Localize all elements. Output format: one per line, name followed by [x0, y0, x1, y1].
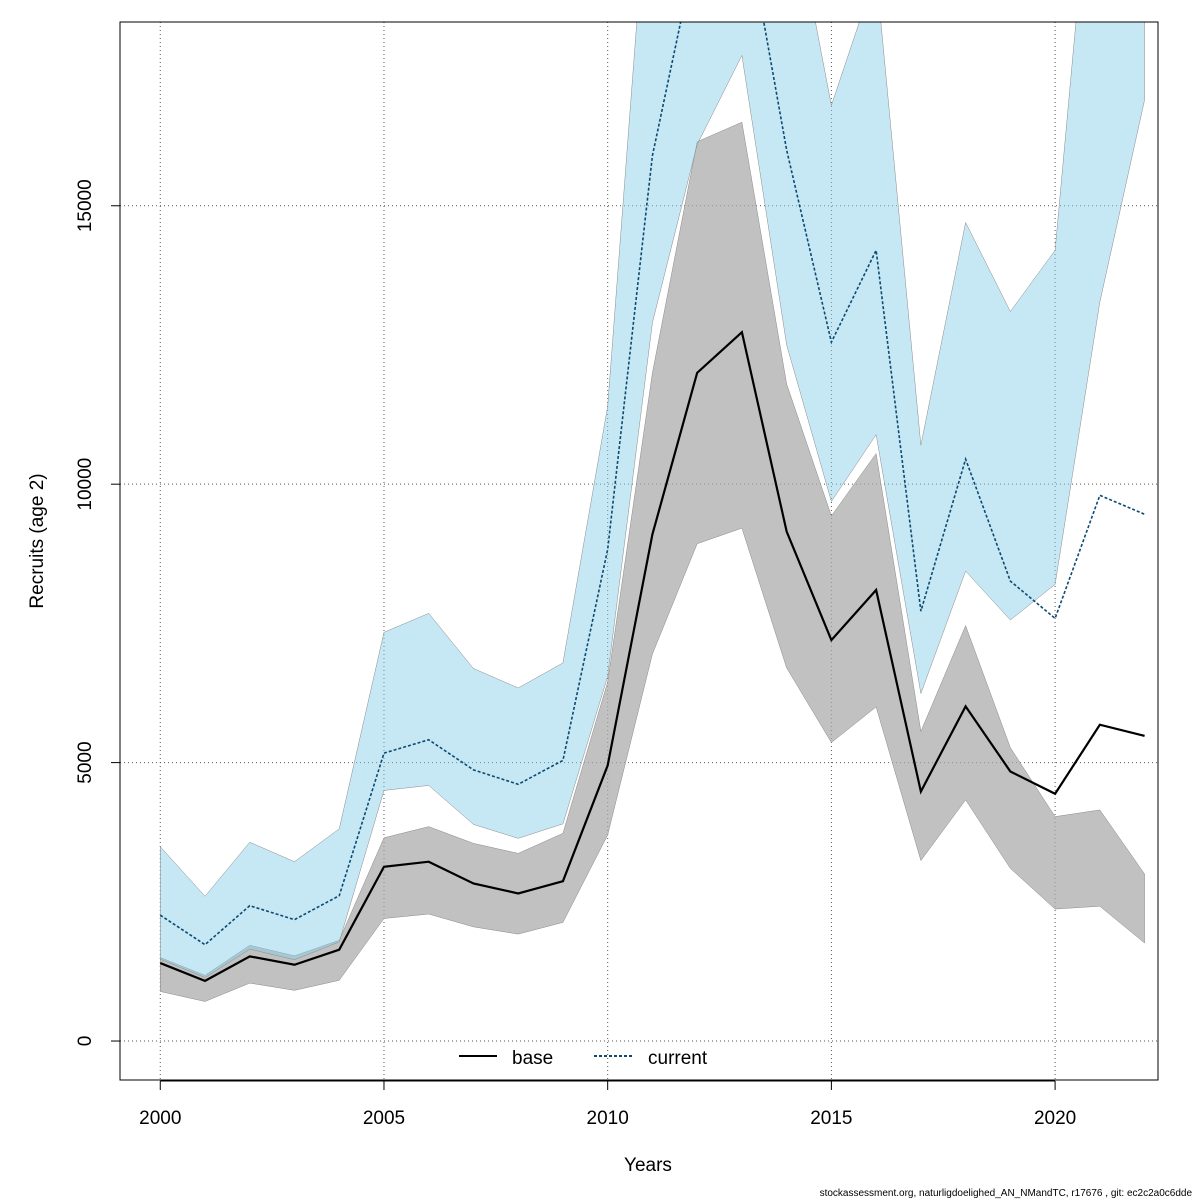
series-lines: [159, 22, 1145, 983]
x-tick-label: 2005: [363, 1108, 405, 1129]
legend: base current: [459, 1048, 708, 1069]
band-current: [160, 22, 1145, 978]
confidence-bands: [160, 22, 1145, 1002]
x-tick-label: 2020: [1034, 1108, 1076, 1129]
x-tick-label: 2015: [810, 1108, 852, 1129]
y-tick-label: 5000: [75, 741, 96, 783]
line-current: [159, 22, 1145, 946]
line-base: [159, 330, 1145, 983]
y-tick-label: 0: [75, 1036, 96, 1047]
x-tick-label: 2000: [139, 1108, 181, 1129]
x-tick-label: 2010: [587, 1108, 629, 1129]
y-tick-label: 10000: [75, 458, 96, 511]
y-tick-label: 15000: [75, 179, 96, 232]
band-base: [160, 121, 1145, 1002]
legend-label-base: base: [512, 1048, 553, 1069]
legend-label-current: current: [648, 1048, 708, 1069]
y-axis-title: Recruits (age 2): [27, 473, 48, 608]
footer-credit: stockassessment.org, naturligdoelighed_A…: [820, 1188, 1193, 1199]
axes: 2000 2005 2010 2015 2020 0 5000 10000 15000: [75, 179, 1076, 1129]
x-axis-title: Years: [624, 1155, 672, 1176]
